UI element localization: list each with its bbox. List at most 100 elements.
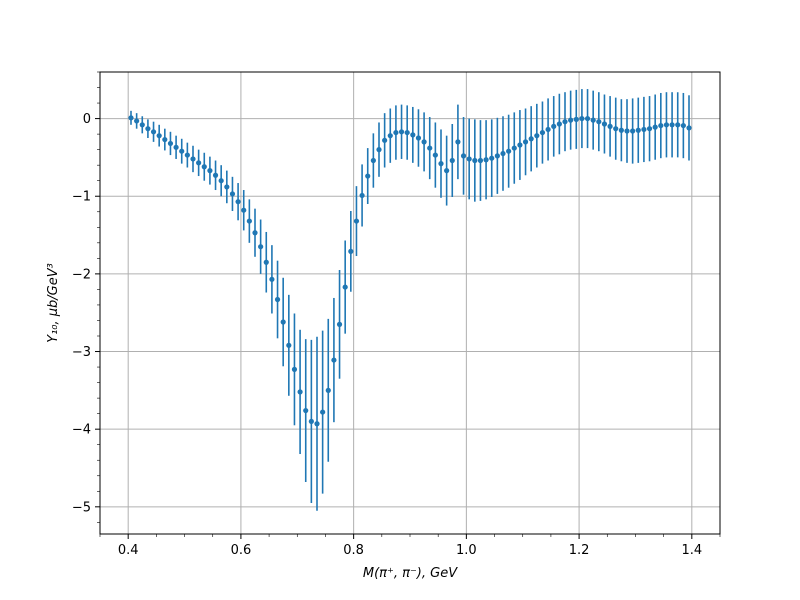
data-point	[472, 157, 478, 164]
data-point	[415, 135, 422, 141]
data-point	[613, 126, 619, 132]
y-tick-label: 0	[83, 112, 91, 127]
axis-labels: M(π⁺, π⁻), GeV Y₁₀, μb/GeV³	[46, 263, 458, 581]
data-point	[229, 191, 236, 197]
data-point	[308, 418, 314, 425]
data-point	[370, 157, 376, 164]
data-point	[320, 409, 326, 415]
data-point	[539, 129, 546, 136]
y-tick-label: −1	[72, 190, 91, 205]
y-tick-label: −5	[72, 500, 91, 515]
x-axis-label: M(π⁺, π⁻), GeV	[363, 566, 458, 581]
data-point	[489, 155, 495, 161]
data-point	[365, 173, 371, 179]
data-point	[511, 145, 517, 151]
data-point	[545, 126, 551, 133]
data-point	[167, 140, 174, 147]
data-point	[427, 145, 433, 151]
data-point	[398, 129, 405, 135]
data-point	[336, 321, 343, 327]
data-point	[179, 148, 185, 154]
data-point	[663, 122, 670, 128]
data-point	[528, 136, 534, 142]
data-point	[680, 122, 686, 129]
data-point	[201, 164, 207, 170]
x-tick-label: 1.0	[456, 543, 477, 558]
data-point	[128, 115, 134, 121]
data-point	[348, 248, 354, 254]
data-point	[325, 387, 331, 393]
data-point	[460, 153, 467, 159]
x-tick-label: 0.6	[231, 543, 252, 558]
axis-ticks: 0.4 0.6 0.8 1.0 1.2 1.4 0 −1 −2 −3 −4 −5	[72, 71, 721, 558]
data-series	[128, 89, 692, 511]
data-point	[449, 157, 455, 164]
x-tick-label: 0.4	[118, 543, 139, 558]
data-point	[568, 117, 574, 123]
data-point	[184, 152, 190, 158]
data-point	[387, 133, 393, 139]
data-point	[686, 125, 692, 131]
data-point	[652, 124, 658, 130]
data-point	[376, 147, 382, 153]
y-tick-label: −2	[72, 267, 91, 282]
data-point	[658, 122, 664, 129]
data-point	[506, 148, 512, 154]
data-point	[630, 128, 636, 134]
data-point	[522, 139, 529, 145]
data-point	[444, 168, 450, 174]
data-point	[156, 133, 162, 139]
data-point	[145, 126, 151, 132]
data-point	[274, 296, 281, 303]
data-point	[263, 259, 269, 265]
data-point	[601, 121, 608, 127]
data-point	[590, 117, 596, 123]
x-tick-label: 1.4	[681, 543, 702, 558]
data-point	[359, 192, 365, 199]
data-point	[331, 357, 337, 363]
data-point	[252, 230, 258, 236]
x-tick-label: 1.2	[569, 543, 590, 558]
data-point	[297, 389, 303, 395]
data-point	[212, 172, 219, 178]
data-point	[303, 407, 309, 414]
data-point	[421, 139, 427, 145]
y-tick-label: −4	[72, 423, 91, 438]
data-point	[500, 150, 506, 157]
data-point	[224, 184, 230, 190]
grid	[100, 72, 720, 534]
data-point	[556, 121, 562, 127]
data-point	[235, 199, 241, 205]
data-point	[596, 119, 602, 125]
data-point	[641, 126, 647, 133]
data-point	[517, 142, 523, 148]
data-point	[494, 153, 500, 159]
data-point	[291, 366, 298, 372]
y-tick-label: −3	[72, 345, 91, 360]
data-point	[562, 119, 568, 125]
data-point	[196, 160, 202, 166]
data-point	[483, 157, 489, 163]
data-point	[393, 129, 399, 136]
data-point	[246, 218, 252, 224]
x-tick-label: 0.8	[343, 543, 364, 558]
data-point	[438, 161, 444, 167]
data-point	[314, 421, 320, 427]
data-point	[646, 126, 653, 132]
data-point	[150, 129, 157, 135]
data-point	[573, 116, 579, 122]
data-point	[134, 118, 140, 124]
data-point	[269, 276, 275, 282]
data-point	[432, 152, 438, 158]
data-point	[342, 284, 348, 290]
data-point	[139, 122, 145, 128]
data-point	[635, 127, 641, 133]
data-point	[218, 178, 224, 184]
data-point	[607, 123, 613, 129]
data-point	[404, 129, 410, 136]
data-point	[624, 128, 630, 134]
data-point	[173, 144, 179, 150]
data-point	[382, 137, 388, 143]
